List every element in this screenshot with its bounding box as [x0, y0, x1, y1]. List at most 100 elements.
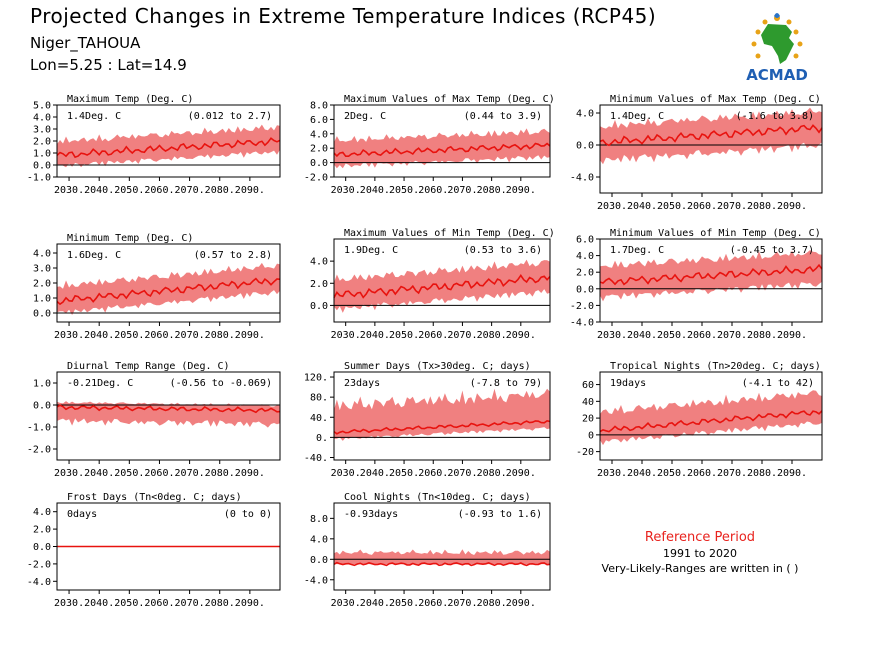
x-tick-label: 2080.	[205, 598, 235, 609]
y-tick-label: 6.0	[576, 235, 594, 246]
x-tick-label: 2080.	[205, 468, 235, 479]
x-tick-label: 2040.	[84, 468, 114, 479]
x-tick-label: 2080.	[205, 185, 235, 196]
x-tick-label: 2090.	[235, 185, 265, 196]
plot-frame	[599, 104, 823, 194]
y-tick-label: -4.0	[304, 575, 328, 586]
value-label: 1.9Deg. C	[344, 245, 398, 256]
y-tick-label: 0.0	[33, 161, 51, 172]
chart-panel-6	[596, 238, 823, 326]
x-tick-label: 2070.	[447, 468, 477, 479]
range-label: (-4.1 to 42)	[742, 378, 814, 389]
y-tick-label: 40.	[310, 413, 328, 424]
y-tick-label: 8.0	[310, 514, 328, 525]
x-tick-label: 2060.	[144, 468, 174, 479]
reference-note: Very-Likely-Ranges are written in ( )	[601, 562, 799, 575]
acmad-logo: ACMAD	[734, 8, 820, 84]
range-label: (0.012 to 2.7)	[188, 111, 272, 122]
median-line	[333, 142, 551, 158]
y-tick-label: 0.0	[576, 141, 594, 152]
y-tick-label: 0.0	[33, 401, 51, 412]
x-tick-label: 2090.	[235, 468, 265, 479]
x-tick-label: 2040.	[360, 468, 390, 479]
y-tick-label: -1.0	[27, 423, 51, 434]
chart-panel-7	[53, 371, 281, 464]
y-tick-label: 0.0	[310, 555, 328, 566]
x-tick-label: 2070.	[717, 330, 747, 341]
y-tick-label: -2.0	[27, 445, 51, 456]
x-tick-label: 2080.	[477, 185, 507, 196]
x-tick-label: 2030.	[54, 468, 84, 479]
x-tick-label: 2030.	[54, 598, 84, 609]
x-tick-label: 2090.	[506, 468, 536, 479]
x-tick-label: 2050.	[389, 598, 419, 609]
station-name: Niger_TAHOUA	[30, 34, 141, 52]
y-tick-label: 6.0	[310, 115, 328, 126]
x-tick-label: 2050.	[114, 468, 144, 479]
figure-title: Projected Changes in Extreme Temperature…	[30, 4, 657, 28]
reference-legend: Reference Period 1991 to 2020 Very-Likel…	[585, 530, 815, 575]
y-tick-label: 0.0	[310, 158, 328, 169]
x-tick-label: 2090.	[777, 201, 807, 212]
range-band	[334, 549, 550, 565]
x-tick-label: 2090.	[506, 598, 536, 609]
panel-title: Diurnal Temp Range (Deg. C)	[67, 361, 230, 372]
y-tick-label: 0.0	[33, 542, 51, 553]
x-tick-label: 2070.	[175, 468, 205, 479]
y-tick-label: 4.0	[576, 109, 594, 120]
x-tick-label: 2040.	[627, 330, 657, 341]
y-tick-label: -4.0	[570, 173, 594, 184]
y-tick-label: 4.0	[310, 129, 328, 140]
x-tick-label: 2040.	[360, 330, 390, 341]
panel-title: Minimum Values of Min Temp (Deg. C)	[610, 228, 821, 239]
x-tick-label: 2070.	[447, 185, 477, 196]
plot-frame	[333, 502, 551, 591]
x-tick-label: 2060.	[144, 185, 174, 196]
y-tick-label: 4.0	[310, 534, 328, 545]
y-tick-label: -4.0	[27, 577, 51, 588]
plot-frame	[599, 371, 823, 461]
y-tick-label: 5.0	[33, 101, 51, 112]
x-tick-label: 2060.	[418, 468, 448, 479]
x-tick-label: 2040.	[84, 185, 114, 196]
range-label: (-1.6 to 3.8)	[736, 111, 814, 122]
x-tick-label: 2080.	[477, 330, 507, 341]
x-tick-label: 2080.	[747, 330, 777, 341]
range-label: (-0.56 to -0.069)	[170, 378, 272, 389]
median-line	[56, 137, 281, 159]
x-tick-label: 2050.	[657, 468, 687, 479]
x-tick-label: 2090.	[506, 185, 536, 196]
x-tick-label: 2070.	[175, 330, 205, 341]
x-tick-label: 2070.	[447, 330, 477, 341]
y-tick-label: 4.0	[33, 249, 51, 260]
x-tick-label: 2080.	[205, 330, 235, 341]
reference-years: 1991 to 2020	[662, 547, 738, 560]
y-tick-label: 0.0	[33, 309, 51, 320]
range-band	[334, 128, 550, 169]
x-tick-label: 2090.	[777, 330, 807, 341]
chart-panel-5	[330, 238, 551, 326]
x-tick-label: 2030.	[54, 330, 84, 341]
value-label: 1.6Deg. C	[67, 250, 121, 261]
y-tick-label: 0	[588, 430, 594, 441]
plot-frame	[56, 371, 281, 461]
median-line	[56, 404, 281, 414]
y-tick-label: 0.	[316, 433, 328, 444]
x-tick-label: 2040.	[360, 185, 390, 196]
x-tick-label: 2060.	[687, 201, 717, 212]
y-tick-label: 1.0	[33, 294, 51, 305]
reference-title: Reference Period	[644, 530, 756, 545]
x-tick-label: 2060.	[144, 330, 174, 341]
y-tick-label: -1.0	[27, 173, 51, 184]
y-tick-label: 2.0	[310, 279, 328, 290]
y-tick-label: 120.	[304, 373, 328, 384]
x-tick-label: 2030.	[331, 185, 361, 196]
x-tick-label: 2050.	[114, 330, 144, 341]
range-band	[600, 107, 822, 165]
x-tick-label: 2030.	[331, 598, 361, 609]
median-line	[333, 561, 551, 567]
x-tick-label: 2070.	[447, 598, 477, 609]
x-tick-label: 2060.	[144, 598, 174, 609]
x-tick-label: 2060.	[687, 468, 717, 479]
